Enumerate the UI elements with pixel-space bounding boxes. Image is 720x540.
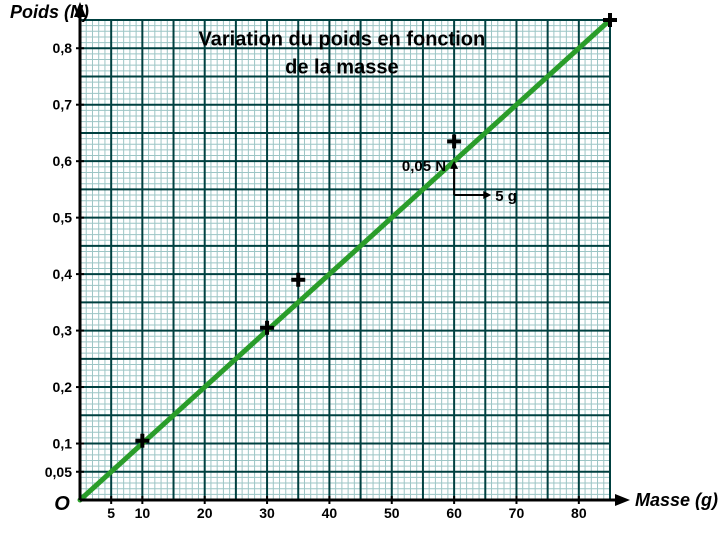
svg-text:5: 5 (107, 505, 115, 521)
svg-text:0,3: 0,3 (53, 323, 73, 339)
svg-text:0,1: 0,1 (53, 436, 73, 452)
chart-title-line2: de la masse (285, 57, 398, 79)
x-axis-label: Masse (g) (635, 490, 718, 510)
svg-text:70: 70 (509, 505, 525, 521)
svg-text:0,5: 0,5 (53, 210, 73, 226)
scale-indicator: 0,05 N 5 g (402, 158, 517, 205)
svg-text:0,05 N: 0,05 N (402, 158, 446, 175)
chart-title-line1: Variation du poids en fonction (199, 28, 486, 50)
svg-text:20: 20 (197, 505, 213, 521)
chart-container: 5 10 20 30 40 50 60 70 80 0,05 0,1 0,2 0,3 0,4 0,5 0,6 0… (0, 0, 720, 540)
svg-text:80: 80 (571, 505, 587, 521)
svg-text:50: 50 (384, 505, 400, 521)
svg-text:0,4: 0,4 (53, 266, 73, 282)
svg-text:10: 10 (135, 505, 151, 521)
svg-text:30: 30 (259, 505, 275, 521)
svg-text:0,7: 0,7 (53, 97, 73, 113)
y-axis-label: Poids (N) (10, 2, 89, 22)
svg-text:60: 60 (446, 505, 462, 521)
weight-vs-mass-chart: 5 10 20 30 40 50 60 70 80 0,05 0,1 0,2 0,3 0,4 0,5 0,6 0… (0, 0, 720, 540)
regression-line (80, 20, 610, 500)
svg-text:0,8: 0,8 (53, 40, 73, 56)
origin-label: O (54, 493, 70, 515)
svg-text:0,2: 0,2 (53, 379, 73, 395)
svg-text:5 g: 5 g (495, 188, 517, 205)
svg-text:0,6: 0,6 (53, 153, 73, 169)
svg-text:40: 40 (322, 505, 338, 521)
svg-text:0,05: 0,05 (45, 464, 72, 480)
